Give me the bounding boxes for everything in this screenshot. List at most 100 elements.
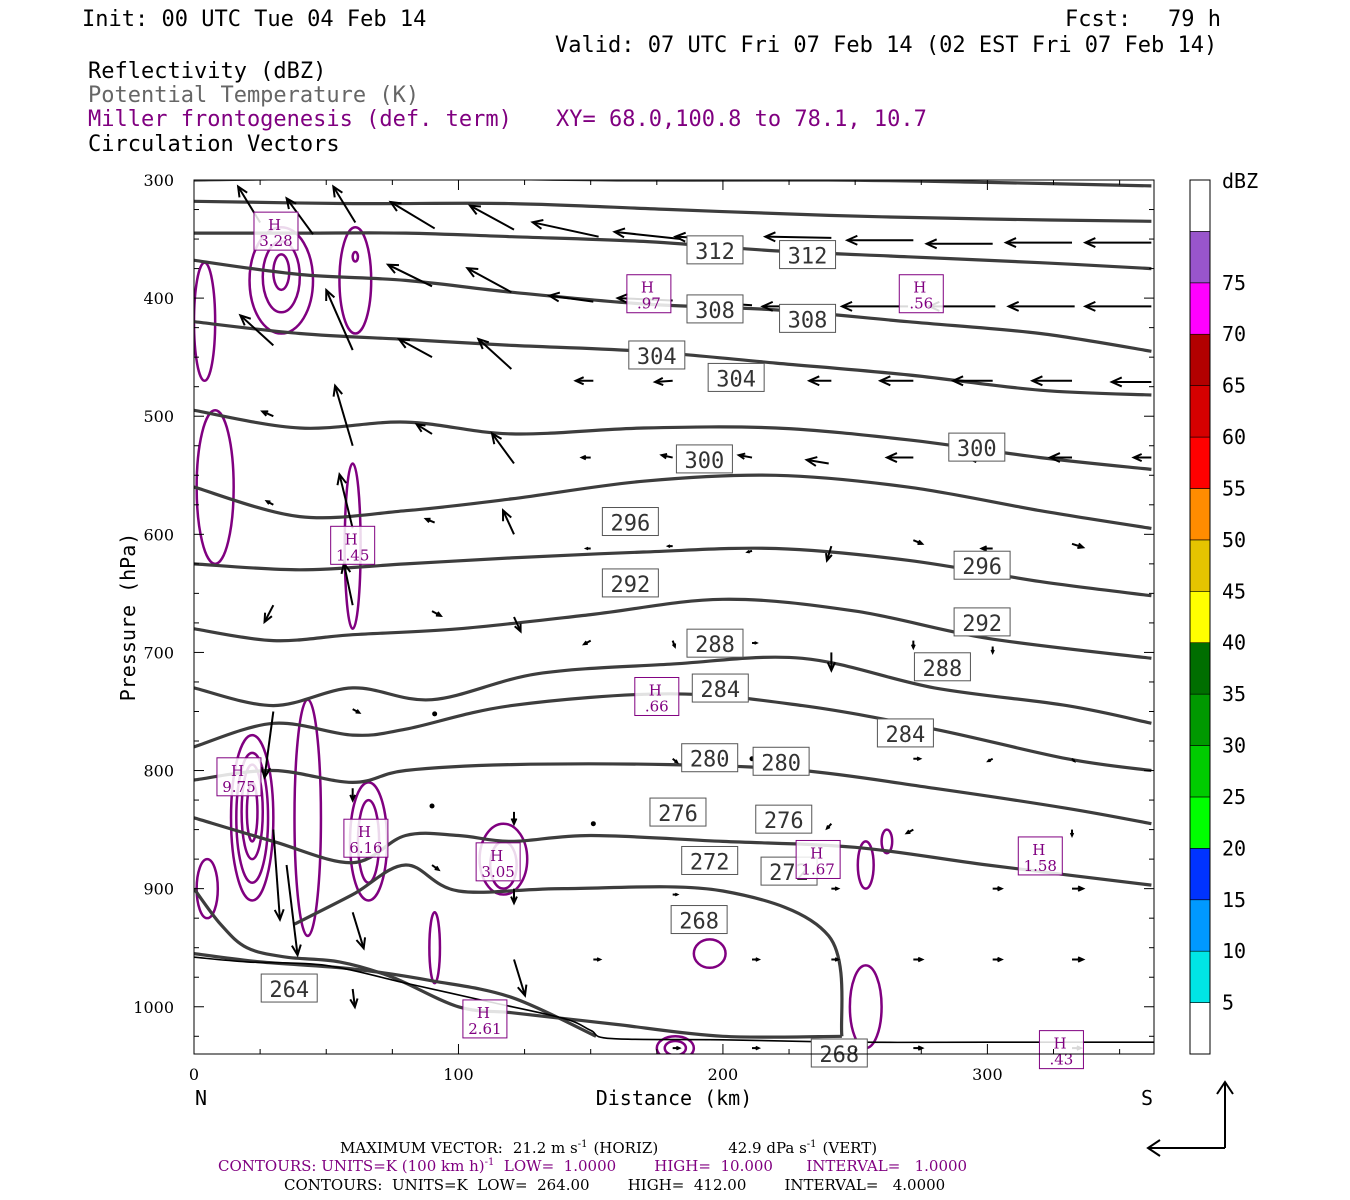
svg-text:280: 280 [761,751,801,776]
frontogenesis-contour [195,409,235,566]
circulation-vector [992,956,1004,963]
svg-text:312: 312 [695,240,735,265]
circulation-vector [652,376,673,386]
circulation-vector [752,641,759,645]
colorbar-swatch [1189,333,1211,386]
svg-text:300: 300 [685,449,725,474]
theta-contour-272 [194,816,1152,887]
theta-label: 280 [752,746,810,776]
theta-label: 264 [260,973,318,1003]
frontogenesis-max-label: H3.28 [253,211,299,251]
theta-labels: 312 312 308 308 304 304 300 300 296 296 292 292 288 2… [260,235,1011,1068]
circulation-vector [831,886,841,891]
plot-area: 312 312 308 308 304 304 300 300 296 296 292 292 288 2… [133,171,1155,1084]
circulation-vector [913,1045,925,1051]
circulation-vector [352,708,362,714]
circulation-vector [332,383,354,447]
circulation-vector [260,711,275,780]
fronto-contour-exp: -1 [485,1157,495,1168]
circulation-vectors [236,180,1152,1051]
svg-text:H: H [810,844,823,862]
circulation-vector [912,539,925,545]
circulation-vector [351,911,367,951]
circulation-vector [263,604,275,625]
init-time: Init: 00 UTC Tue 04 Feb 14 [82,7,426,32]
colorbar-label: 75 [1222,271,1246,295]
svg-text:300: 300 [957,437,997,462]
svg-text:H: H [913,279,926,297]
y-tick: 900 [143,880,1154,899]
svg-text:292: 292 [962,612,1002,637]
colorbar-swatch [1189,488,1211,541]
svg-text:H: H [649,681,662,699]
x-axis-left-end: N [195,1086,207,1110]
forecast-label: Fcst: [1065,7,1131,32]
colorbar-swatch [1189,745,1211,798]
theta-label: 292 [953,607,1011,637]
theta-label: 296 [601,507,659,537]
circulation-vector [825,545,833,563]
svg-text:296: 296 [962,555,1002,580]
frontogenesis-contour [261,240,302,314]
circulation-vector [490,431,515,465]
theta-contour-296 [194,473,1152,530]
fronto-contour-range: LOW= 1.0000 HIGH= 10.000 INTERVAL= 1.000… [494,1157,967,1175]
svg-text:500: 500 [143,407,174,426]
svg-text:276: 276 [764,809,804,834]
x-tick: 300 [972,180,1003,1084]
circulation-vector [414,423,433,435]
colorbar-swatch [1189,539,1211,592]
max-vector-horiz: 21.2 m s [513,1139,578,1157]
colorbar-swatch [1189,899,1211,952]
frontogenesis-max-label: H.97 [626,274,672,314]
circulation-vector [804,456,829,467]
plot-frame [193,179,1155,1055]
colorbar-frame [1189,179,1211,1055]
colorbar-label: 35 [1222,682,1246,706]
y-tick: 500 [143,407,1154,426]
circulation-vector [325,287,354,351]
circulation-vector [950,375,993,387]
max-vector-vert-exp: -1 [807,1139,817,1150]
circulation-vector [672,757,679,764]
svg-text:200: 200 [708,1065,739,1084]
circulation-vector [752,1045,762,1051]
theta-label: 308 [686,294,744,324]
svg-text:284: 284 [700,678,740,703]
max-vector-vert: 42.9 dPa s [728,1139,807,1157]
colorbar-swatch [1189,693,1211,746]
colorbar-label: 5 [1222,991,1234,1015]
colorbar-swatch [1189,1002,1211,1055]
theta-contour-268 [194,887,842,1039]
y-tick: 300 [143,171,1154,190]
frontogenesis-contour [848,964,883,1050]
svg-text:1000: 1000 [133,998,174,1017]
circulation-vector [546,291,594,303]
svg-text:.56: .56 [909,295,933,313]
frontogenesis-contour [229,733,275,902]
frontogenesis-max-label: H.56 [898,274,944,314]
svg-text:1.67: 1.67 [801,860,834,878]
legend-frontogenesis: Miller frontogenesis (def. term) [88,107,512,132]
theta-label: 280 [681,743,739,773]
circulation-vector [752,957,762,962]
svg-text:H: H [358,823,371,841]
circulation-vector [839,300,909,312]
max-vector-vert-tag: (VERT) [823,1139,878,1157]
circulation-vector [612,227,681,241]
colorbar-label: 25 [1222,785,1246,809]
svg-text:900: 900 [143,880,174,899]
frontogenesis-contour [293,698,323,938]
circulation-vector [590,821,596,827]
circulation-vector [884,452,914,463]
frontogenesis-max-label: H3.05 [475,842,521,882]
theta-label: 312 [686,235,744,265]
max-vector-horiz-exp: -1 [578,1139,588,1150]
circulation-vector [979,545,993,552]
svg-text:312: 312 [788,245,828,270]
svg-text:268: 268 [679,910,719,935]
theta-label: 276 [755,804,813,834]
circulation-vector [1047,452,1073,463]
theta-label: 276 [649,797,707,827]
theta-contour-280 [194,692,1152,773]
